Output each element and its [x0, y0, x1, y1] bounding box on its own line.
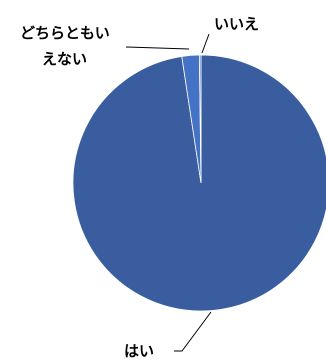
leader-line-hai [174, 311, 212, 352]
slice-label-dochira-line2: えない [42, 50, 87, 68]
slice-label-iie: いいえ [214, 15, 259, 33]
pie-slice-hai [72, 54, 326, 312]
leader-lines [125, 33, 212, 352]
category-labels: どちらともい えない いいえ はい [20, 15, 259, 360]
pie-slices [72, 54, 326, 312]
leader-line-dochira [125, 46, 190, 50]
slice-label-dochira-line1: どちらともい [20, 24, 110, 42]
pie-slice-iie [198, 54, 202, 184]
slice-label-hai: はい [124, 342, 154, 360]
leader-line-iie [201, 33, 210, 54]
